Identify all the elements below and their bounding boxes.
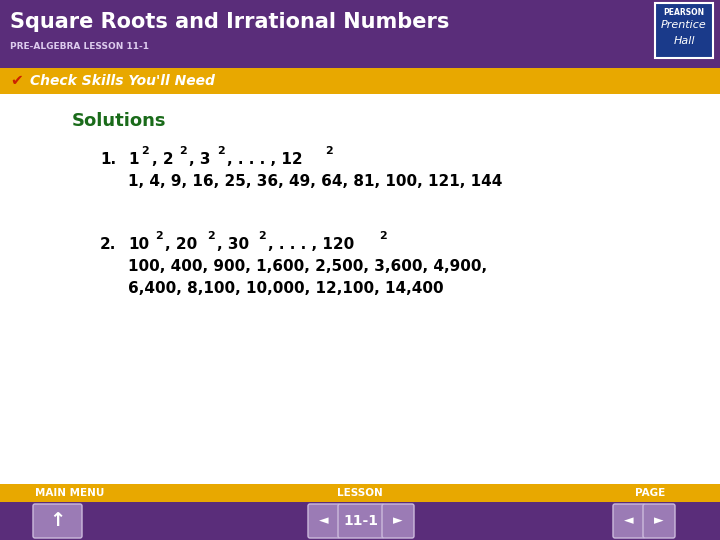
Text: , 30: , 30 bbox=[217, 237, 249, 252]
FancyBboxPatch shape bbox=[613, 504, 645, 538]
FancyBboxPatch shape bbox=[338, 504, 384, 538]
Text: Hall: Hall bbox=[673, 36, 695, 46]
Text: Prentice: Prentice bbox=[661, 20, 707, 30]
FancyBboxPatch shape bbox=[0, 484, 720, 502]
Text: 1: 1 bbox=[128, 152, 138, 167]
Text: 2: 2 bbox=[325, 146, 333, 156]
Text: ✔: ✔ bbox=[10, 73, 23, 89]
Text: 2: 2 bbox=[379, 231, 387, 241]
FancyBboxPatch shape bbox=[308, 504, 340, 538]
Text: 2: 2 bbox=[217, 146, 225, 156]
FancyBboxPatch shape bbox=[0, 0, 720, 68]
Text: ►: ► bbox=[393, 515, 402, 528]
Text: Check Skills You'll Need: Check Skills You'll Need bbox=[30, 74, 215, 88]
FancyBboxPatch shape bbox=[643, 504, 675, 538]
Text: PRE-ALGEBRA LESSON 11-1: PRE-ALGEBRA LESSON 11-1 bbox=[10, 42, 149, 51]
FancyBboxPatch shape bbox=[0, 502, 720, 540]
Text: , . . . , 12: , . . . , 12 bbox=[228, 152, 303, 167]
Text: 10: 10 bbox=[128, 237, 149, 252]
Text: 2: 2 bbox=[179, 146, 187, 156]
Text: LESSON: LESSON bbox=[337, 488, 383, 498]
FancyBboxPatch shape bbox=[655, 3, 713, 58]
Text: 100, 400, 900, 1,600, 2,500, 3,600, 4,900,: 100, 400, 900, 1,600, 2,500, 3,600, 4,90… bbox=[128, 259, 487, 274]
Text: 2.: 2. bbox=[100, 237, 117, 252]
Text: 2: 2 bbox=[142, 146, 149, 156]
Text: , 20: , 20 bbox=[166, 237, 197, 252]
Text: 1.: 1. bbox=[100, 152, 116, 167]
Text: Solutions: Solutions bbox=[72, 112, 166, 130]
Text: PEARSON: PEARSON bbox=[663, 8, 705, 17]
FancyBboxPatch shape bbox=[382, 504, 414, 538]
Text: 11-1: 11-1 bbox=[343, 514, 379, 528]
Text: 6,400, 8,100, 10,000, 12,100, 14,400: 6,400, 8,100, 10,000, 12,100, 14,400 bbox=[128, 281, 444, 296]
FancyBboxPatch shape bbox=[33, 504, 82, 538]
Text: 1, 4, 9, 16, 25, 36, 49, 64, 81, 100, 121, 144: 1, 4, 9, 16, 25, 36, 49, 64, 81, 100, 12… bbox=[128, 174, 503, 189]
Text: ►: ► bbox=[654, 515, 664, 528]
Text: , . . . , 120: , . . . , 120 bbox=[269, 237, 354, 252]
Text: ◄: ◄ bbox=[319, 515, 329, 528]
Text: PAGE: PAGE bbox=[635, 488, 665, 498]
Text: , 2: , 2 bbox=[151, 152, 174, 167]
Text: , 3: , 3 bbox=[189, 152, 211, 167]
Text: MAIN MENU: MAIN MENU bbox=[35, 488, 104, 498]
Text: 2: 2 bbox=[258, 231, 266, 241]
Text: 2: 2 bbox=[156, 231, 163, 241]
Text: ↑: ↑ bbox=[49, 511, 66, 530]
FancyBboxPatch shape bbox=[0, 68, 720, 94]
Text: 2: 2 bbox=[207, 231, 215, 241]
Text: ◄: ◄ bbox=[624, 515, 634, 528]
Text: Square Roots and Irrational Numbers: Square Roots and Irrational Numbers bbox=[10, 12, 449, 32]
